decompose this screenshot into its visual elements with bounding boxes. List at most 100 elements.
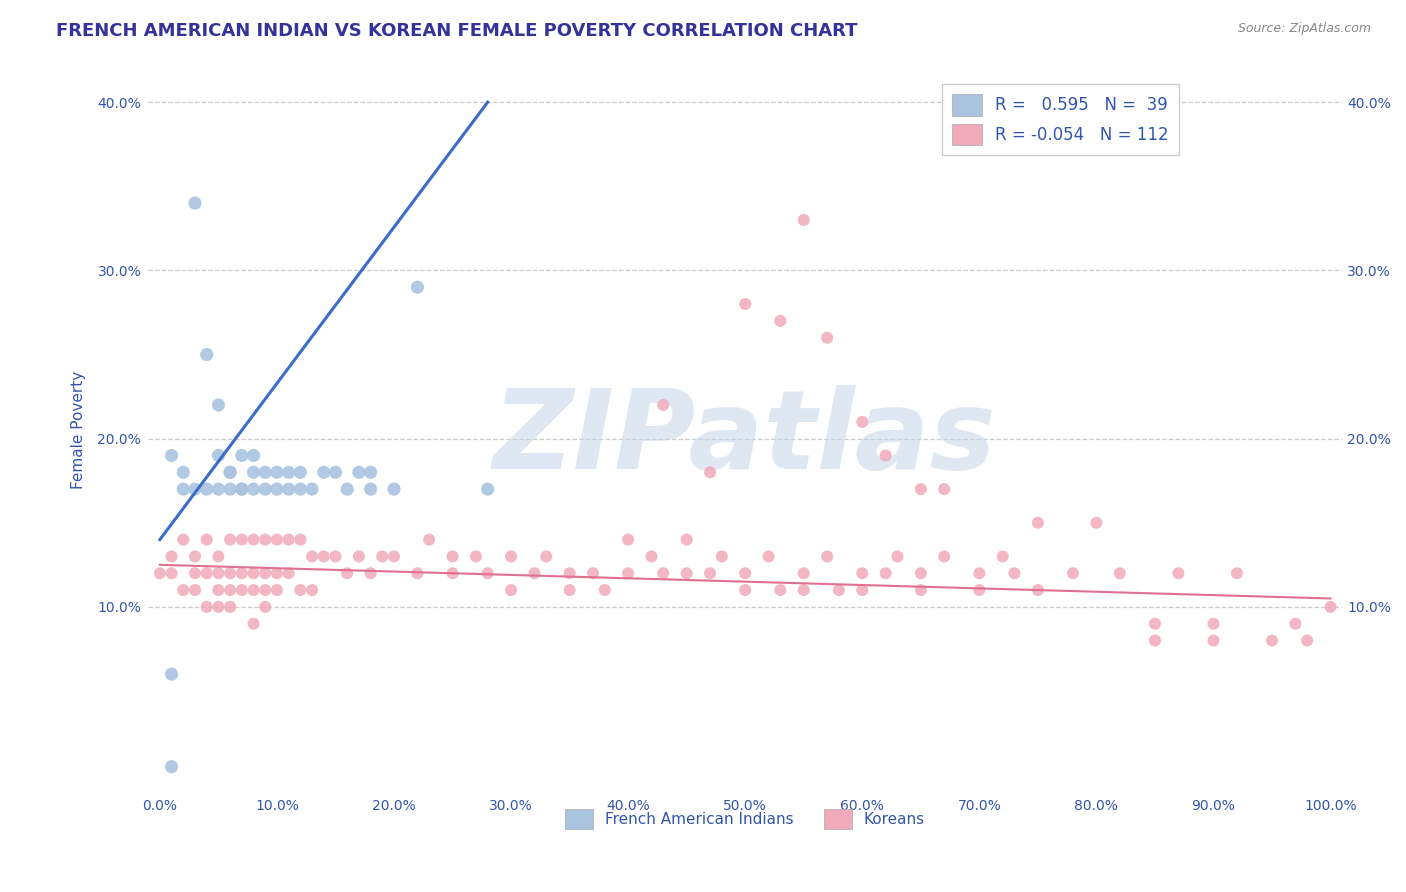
- Point: [991, 549, 1014, 564]
- Point: [172, 533, 194, 547]
- Point: [301, 549, 323, 564]
- Point: [219, 482, 242, 496]
- Point: [184, 549, 207, 564]
- Point: [969, 583, 991, 598]
- Point: [254, 533, 277, 547]
- Point: [1143, 616, 1166, 631]
- Point: [160, 760, 183, 774]
- Point: [382, 482, 405, 496]
- Point: [219, 583, 242, 598]
- Point: [640, 549, 662, 564]
- Point: [207, 599, 229, 614]
- Point: [242, 482, 264, 496]
- Point: [371, 549, 394, 564]
- Point: [1202, 633, 1225, 648]
- Point: [254, 599, 277, 614]
- Point: [815, 549, 838, 564]
- Point: [160, 449, 183, 463]
- Point: [290, 533, 312, 547]
- Point: [266, 583, 288, 598]
- Point: [149, 566, 172, 581]
- Point: [910, 566, 932, 581]
- Point: [242, 533, 264, 547]
- Point: [195, 566, 218, 581]
- Point: [312, 549, 335, 564]
- Point: [266, 482, 288, 496]
- Point: [242, 583, 264, 598]
- Point: [406, 280, 429, 294]
- Point: [290, 482, 312, 496]
- Point: [477, 482, 499, 496]
- Point: [617, 566, 640, 581]
- Text: Source: ZipAtlas.com: Source: ZipAtlas.com: [1237, 22, 1371, 36]
- Point: [347, 465, 370, 479]
- Point: [325, 465, 347, 479]
- Point: [360, 566, 382, 581]
- Point: [534, 549, 557, 564]
- Point: [266, 566, 288, 581]
- Point: [231, 482, 253, 496]
- Point: [734, 566, 756, 581]
- Point: [290, 465, 312, 479]
- Point: [793, 566, 815, 581]
- Point: [207, 566, 229, 581]
- Point: [207, 449, 229, 463]
- Point: [501, 583, 523, 598]
- Point: [312, 465, 335, 479]
- Point: [195, 599, 218, 614]
- Point: [219, 566, 242, 581]
- Point: [254, 482, 277, 496]
- Point: [734, 297, 756, 311]
- Point: [1261, 633, 1284, 648]
- Point: [195, 482, 218, 496]
- Point: [523, 566, 546, 581]
- Point: [1085, 516, 1108, 530]
- Point: [477, 566, 499, 581]
- Text: ZIPatlas: ZIPatlas: [494, 385, 997, 492]
- Point: [875, 566, 897, 581]
- Point: [934, 482, 956, 496]
- Point: [969, 566, 991, 581]
- Point: [675, 533, 697, 547]
- Point: [558, 583, 581, 598]
- Point: [699, 465, 721, 479]
- Point: [207, 583, 229, 598]
- Point: [1062, 566, 1084, 581]
- Point: [886, 549, 908, 564]
- Point: [301, 583, 323, 598]
- Point: [242, 449, 264, 463]
- Point: [184, 482, 207, 496]
- Point: [441, 566, 464, 581]
- Point: [219, 533, 242, 547]
- Point: [465, 549, 488, 564]
- Point: [910, 583, 932, 598]
- Point: [277, 465, 299, 479]
- Point: [266, 533, 288, 547]
- Point: [219, 599, 242, 614]
- Point: [652, 566, 675, 581]
- Point: [254, 583, 277, 598]
- Point: [336, 566, 359, 581]
- Point: [582, 566, 605, 581]
- Point: [336, 482, 359, 496]
- Point: [769, 583, 792, 598]
- Point: [793, 583, 815, 598]
- Point: [1167, 566, 1189, 581]
- Point: [1004, 566, 1026, 581]
- Point: [501, 549, 523, 564]
- Point: [195, 533, 218, 547]
- Point: [910, 482, 932, 496]
- Point: [675, 566, 697, 581]
- Point: [347, 549, 370, 564]
- Point: [1202, 616, 1225, 631]
- Point: [360, 482, 382, 496]
- Point: [266, 465, 288, 479]
- Point: [325, 549, 347, 564]
- Point: [851, 566, 873, 581]
- Point: [828, 583, 851, 598]
- Point: [441, 549, 464, 564]
- Point: [195, 347, 218, 361]
- Point: [1026, 516, 1049, 530]
- Point: [184, 196, 207, 211]
- Point: [815, 331, 838, 345]
